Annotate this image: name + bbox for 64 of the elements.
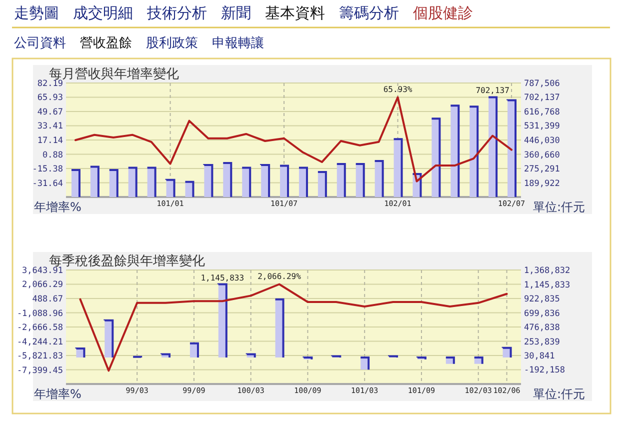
bar [160,353,171,358]
y-tick-label: 49.67 [37,108,63,118]
y2-tick-label: 699,836 [524,308,560,319]
bar [217,283,228,358]
y-axis-title: 年增率% [34,200,82,214]
y-tick-label: 82.19 [37,79,63,89]
y-tick-label: 33.41 [37,122,63,132]
data-label: 65.93% [383,85,412,94]
y2-tick-label: 253,839 [524,337,560,348]
y2-tick-label: 275,291 [524,164,560,174]
bar [104,319,114,358]
data-label: 702,137 [476,86,510,96]
y2-tick-label: 189,922 [524,178,560,189]
y-tick-label: -2,666.58 [16,323,63,333]
y2-tick-label: 1,145,833 [524,280,570,290]
y-tick-label: -31.64 [32,178,63,189]
y-tick-label: 17.14 [37,136,63,146]
y2-tick-label: -192,158 [524,366,565,376]
y2-axis-title: 單位:仟元 [533,200,586,214]
text: 新聞 [221,4,251,22]
bar [444,356,455,365]
text: 申報轉讓 [212,36,264,51]
bar [274,298,284,358]
y2-tick-label: 787,506 [524,79,560,89]
y2-tick-label: 531,399 [524,122,560,132]
text: 營收盈餘 [80,36,132,51]
bar [246,353,256,358]
y-tick-label: -4,244.21 [16,337,63,348]
bar [502,346,512,358]
y2-tick-label: 702,137 [524,93,560,104]
y-tick-label: 3,643.91 [22,266,63,276]
y-tick-label: 488.67 [32,294,63,304]
y2-tick-label: 476,838 [524,323,560,333]
text: 籌碼分析 [339,4,399,22]
y2-tick-label: 1,368,832 [524,266,570,276]
y2-axis-title: 單位:仟元 [533,387,586,401]
text: 公司資料 [14,36,66,51]
bar [75,348,86,358]
y-tick-label: -7,399.45 [16,366,63,376]
text: 基本資料 [265,4,325,22]
text: 成交明細 [73,4,133,22]
text: 技術分析 [146,4,207,22]
y-tick-label: 2,066.29 [22,280,63,290]
bar [360,356,370,371]
y-tick-label: -15.38 [32,164,63,174]
data-label: 2,066.29% [258,272,302,282]
y2-tick-label: 616,768 [524,108,560,118]
y2-tick-label: 360,660 [524,150,560,160]
text: 走勢圖 [14,4,59,22]
text: 股利政策 [146,36,198,51]
y-tick-label: 0.88 [42,150,63,160]
y2-tick-label: 922,835 [524,294,560,304]
text: 個股健診 [413,4,473,22]
y-tick-label: -1,088.96 [16,308,63,319]
bar [473,356,484,365]
bar [188,342,199,358]
data-label: 1,145,833 [200,273,244,282]
y-tick-label: -5,821.83 [16,352,63,362]
y2-tick-label: 446,030 [524,136,560,146]
y-tick-label: 65.93 [37,93,63,104]
y2-tick-label: 30,841 [524,352,555,362]
line-series [79,283,508,372]
y-axis-title: 年增率% [34,387,82,401]
line-series [74,96,513,182]
